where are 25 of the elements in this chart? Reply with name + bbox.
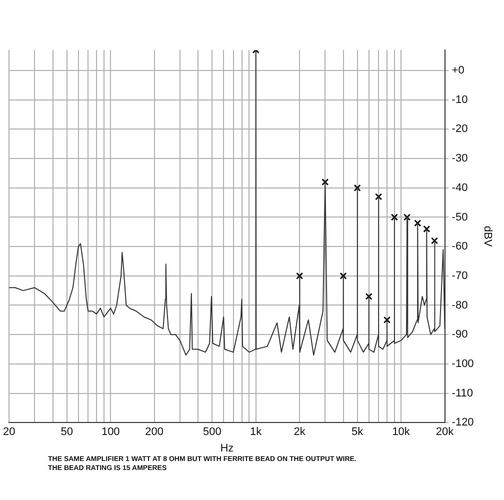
y-tick-label: -110 — [452, 387, 473, 400]
y-tick-label: -80 — [452, 299, 468, 312]
y-tick-label: -30 — [452, 152, 468, 165]
y-axis-title: dBV — [481, 226, 494, 248]
x-tick-label: 2k — [294, 426, 306, 438]
y-tick-label: +0 — [452, 64, 464, 77]
y-tick-label: -60 — [452, 240, 468, 253]
y-tick-label: -90 — [452, 328, 468, 341]
x-tick-label: 5k — [352, 426, 364, 438]
x-tick-label: 20 — [2, 426, 16, 438]
x-tick-label: 500 — [202, 426, 222, 438]
y-tick-label: -100 — [452, 358, 474, 370]
x-tick-label: 10k — [392, 426, 410, 438]
x-tick-label: 20k — [436, 426, 454, 438]
y-tick-label: -120 — [452, 416, 474, 429]
y-tick-label: -40 — [452, 182, 468, 194]
x-tick-label: 200 — [145, 426, 164, 438]
y-tick-label: -70 — [452, 270, 468, 282]
y-tick-label: -50 — [452, 211, 468, 224]
y-tick-label: -10 — [452, 94, 468, 106]
x-axis-title: Hz — [220, 442, 234, 454]
x-tick-label: 100 — [101, 426, 120, 438]
y-tick-label: -20 — [452, 123, 468, 136]
x-tick-label: 50 — [60, 426, 74, 438]
x-tick-label: 1k — [250, 426, 262, 438]
